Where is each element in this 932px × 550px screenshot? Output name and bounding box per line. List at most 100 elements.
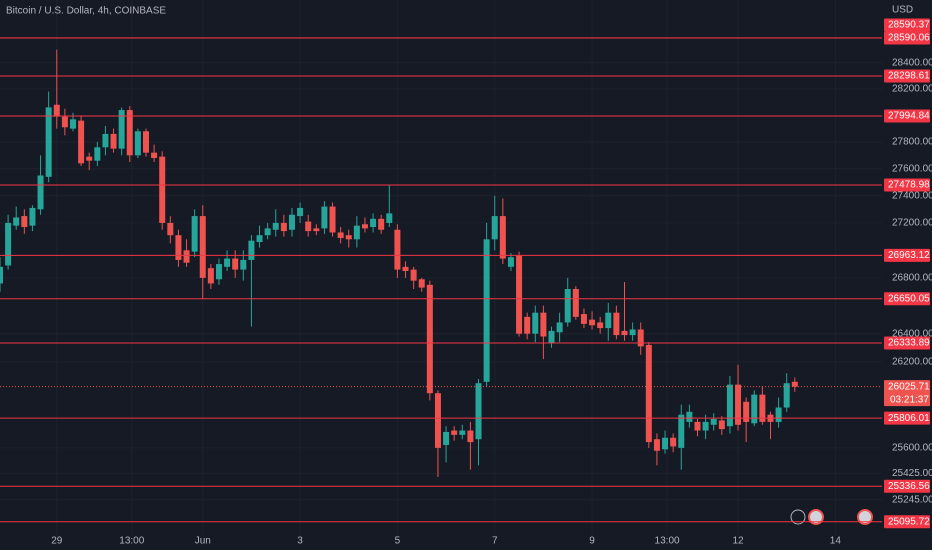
level-label: 26963.12 — [888, 250, 930, 261]
candle-body — [791, 381, 798, 387]
candle-body — [78, 120, 85, 164]
y-tick-label: 28200.00 — [892, 84, 932, 95]
x-tick-label: 14 — [830, 536, 842, 547]
candle-body — [183, 250, 190, 263]
candle-body — [118, 110, 125, 149]
level-label-box — [884, 31, 930, 45]
y-tick-label: 26800.00 — [892, 273, 932, 284]
candle-body — [207, 268, 214, 284]
candle-body — [775, 407, 782, 422]
candle-body — [451, 430, 458, 435]
candle-body — [386, 213, 393, 223]
candle-body — [126, 110, 133, 156]
candle-body — [589, 319, 596, 326]
toolbar-icons[interactable] — [790, 509, 873, 525]
level-label-box — [884, 69, 930, 83]
candle-body — [418, 279, 425, 288]
candle-body — [329, 206, 336, 233]
candle-body — [345, 235, 352, 240]
x-tick-label: 5 — [395, 536, 401, 547]
candle-body — [134, 131, 141, 156]
candle-body — [653, 439, 660, 451]
x-tick-label: 13:00 — [655, 536, 680, 547]
candle-body — [167, 222, 174, 236]
candle-body — [264, 228, 271, 236]
x-tick-label: 13:00 — [119, 536, 144, 547]
candle-body — [735, 384, 742, 425]
candle-body — [710, 419, 717, 425]
level-label-box — [884, 515, 930, 529]
candle-body — [702, 421, 709, 431]
candle-body — [783, 383, 790, 408]
candle-body — [5, 222, 12, 266]
y-tick-label: 25425.00 — [892, 468, 932, 479]
candle-body — [597, 322, 604, 329]
y-tick-label: 25245.00 — [892, 494, 932, 505]
candle-body — [232, 258, 239, 270]
candle-body — [29, 207, 36, 226]
level-label-box — [884, 479, 930, 493]
candle-body — [629, 329, 636, 336]
candle-body — [86, 156, 93, 161]
candle-body — [662, 437, 669, 450]
candle-body — [110, 133, 117, 149]
candle-body — [670, 437, 677, 447]
candle-body — [280, 222, 287, 232]
candle-body — [321, 206, 328, 229]
chart-title: Bitcoin / U.S. Dollar, 4h, COINBASE — [6, 6, 166, 17]
level-label: 28590.06 — [888, 33, 930, 44]
candle-body — [199, 216, 206, 278]
level-label-box — [884, 248, 930, 262]
flag-icon[interactable] — [808, 509, 824, 525]
candle-body — [524, 316, 531, 334]
level-label-box — [884, 18, 930, 32]
level-label: 28298.61 — [888, 71, 930, 82]
candle-body — [483, 239, 490, 382]
x-tick-label: 29 — [51, 536, 63, 547]
candle-body — [61, 116, 68, 128]
candle-body — [288, 214, 295, 230]
flag-icon[interactable] — [857, 509, 873, 525]
candle-body — [718, 420, 725, 430]
flash-icon[interactable] — [790, 509, 806, 525]
candle-body — [467, 430, 474, 443]
candle-body — [443, 431, 450, 445]
candle-body — [580, 314, 587, 324]
candle-body — [69, 119, 76, 129]
candle-body — [532, 312, 539, 334]
candle-body — [613, 312, 620, 336]
candle-body — [507, 257, 514, 267]
candle-body — [564, 288, 571, 323]
candle-body — [224, 258, 231, 267]
candle-body — [370, 218, 377, 228]
candle-body — [548, 330, 555, 344]
y-tick-label: 28400.00 — [892, 57, 932, 68]
candle-body — [94, 147, 101, 161]
candle-body — [540, 312, 547, 337]
candle-body — [378, 218, 385, 230]
candle-body — [410, 269, 417, 281]
x-tick-label: 3 — [297, 536, 303, 547]
candle-body — [499, 216, 506, 259]
candle-body — [337, 232, 344, 238]
candle-body — [743, 401, 750, 422]
candle-body — [142, 131, 149, 153]
y-tick-label: 27400.00 — [892, 190, 932, 201]
candle-body — [686, 411, 693, 422]
candle-body — [191, 216, 198, 252]
last-price-box — [884, 380, 930, 407]
x-tick-label: 7 — [492, 536, 498, 547]
candle-body — [240, 259, 247, 270]
candle-body — [605, 312, 612, 329]
candle-body — [313, 228, 320, 232]
candle-body — [751, 394, 758, 424]
candle-body — [0, 266, 3, 284]
y-tick-label: 27600.00 — [892, 163, 932, 174]
level-label: 25095.72 — [888, 516, 930, 527]
candle-body — [426, 284, 433, 394]
candle-body — [272, 222, 279, 230]
candle-body — [556, 322, 563, 333]
candle-body — [726, 384, 733, 427]
candle-body — [572, 288, 579, 317]
